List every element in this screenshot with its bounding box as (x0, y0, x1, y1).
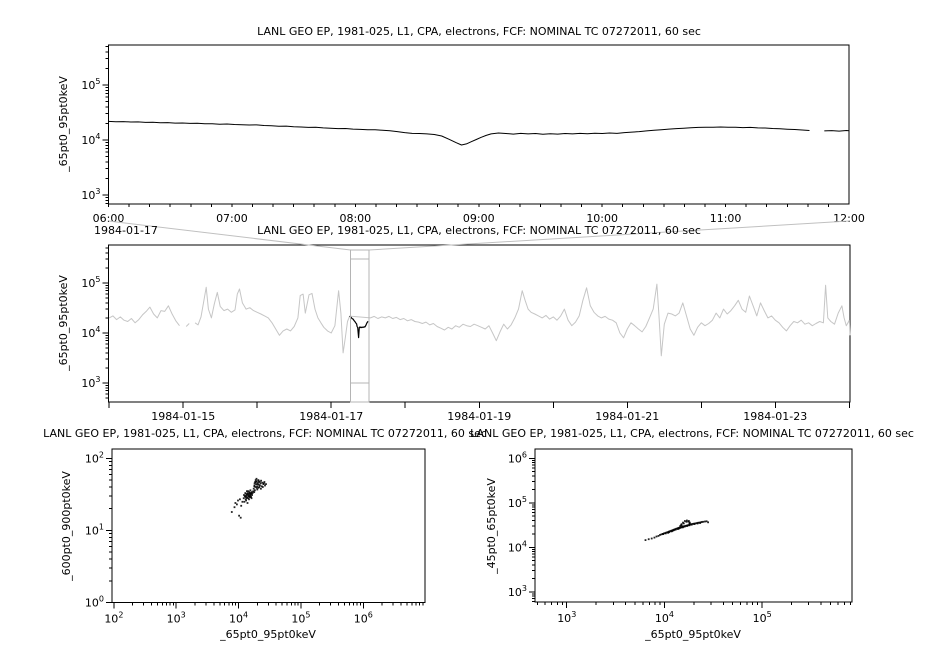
tick-label: 08:00 (339, 212, 371, 225)
tick-label: 104 (229, 611, 248, 626)
tick-label: 100 (85, 595, 104, 610)
tick-label: 105 (508, 495, 527, 510)
panel1-ylabel: _65pt0_95pt0keV (57, 76, 70, 172)
panel2-ylabel: _65pt0_95pt0keV (57, 275, 70, 371)
tick-label: 103 (81, 375, 100, 390)
scatter-points-scatter-600-900 (230, 477, 267, 519)
tick-label: 10:00 (586, 212, 618, 225)
tick-label: 101 (85, 522, 104, 537)
tick-label: 106 (508, 450, 527, 465)
panel4-title: LANL GEO EP, 1981-025, L1, CPA, electron… (470, 427, 914, 440)
tick-label: 103 (81, 187, 100, 202)
panel1-title: LANL GEO EP, 1981-025, L1, CPA, electron… (257, 25, 701, 38)
tick-label: 1984-01-15 (151, 410, 215, 423)
panel3-ylabel: _600pt0_900pt0keV (60, 471, 73, 581)
context-date-label: 1984-01-17 (94, 224, 158, 237)
tick-label: 103 (167, 611, 186, 626)
tick-label: 105 (753, 610, 772, 625)
connector-line-right (368, 220, 850, 251)
panel2-title: LANL GEO EP, 1981-025, L1, CPA, electron… (257, 224, 701, 237)
tick-label: 12:00 (833, 212, 865, 225)
tick-label: 1984-01-23 (743, 410, 807, 423)
tick-label: 105 (81, 275, 100, 290)
connector-line-left (108, 220, 351, 251)
tick-label: 102 (85, 450, 104, 465)
panel3-title: LANL GEO EP, 1981-025, L1, CPA, electron… (43, 427, 487, 440)
tick-label: 102 (104, 611, 123, 626)
tick-label: 105 (291, 611, 310, 626)
tick-label: 09:00 (463, 212, 495, 225)
panel4-xlabel: _65pt0_95pt0keV (645, 628, 741, 641)
tick-label: 11:00 (710, 212, 742, 225)
selection-box[interactable] (349, 249, 370, 403)
scatter-points-scatter-45-65 (644, 519, 709, 541)
tick-label: 1984-01-21 (595, 410, 659, 423)
tick-label: 103 (557, 610, 576, 625)
panel-scatter-45-65: 103 104 105 106 103 104 105 (508, 448, 853, 625)
tick-label: 1984-01-19 (447, 410, 511, 423)
panel-scatter-600-900: 100 101 102 102 103 104 105 106 (85, 448, 426, 626)
series-top-timeseries (108, 120, 850, 146)
context-link (108, 220, 850, 251)
panel4-ylabel: _45pt0_65pt0keV (485, 478, 498, 574)
panel-context-timeseries: 103 104 105 1984-01-15 1984-01-17 1984-01-19 1… (81, 244, 851, 423)
tick-label: 07:00 (216, 212, 248, 225)
tick-label: 104 (655, 610, 674, 625)
series-context-timeseries (349, 315, 369, 339)
tick-label: 104 (81, 325, 100, 340)
tick-label: 104 (81, 132, 100, 147)
series-context-timeseries (108, 283, 851, 357)
tick-label: 106 (354, 611, 373, 626)
tick-label: 103 (508, 584, 527, 599)
tick-label: 104 (508, 539, 527, 554)
tick-label: 1984-01-17 (299, 410, 363, 423)
tick-label: 105 (81, 77, 100, 92)
panel3-xlabel: _65pt0_95pt0keV (220, 628, 316, 641)
